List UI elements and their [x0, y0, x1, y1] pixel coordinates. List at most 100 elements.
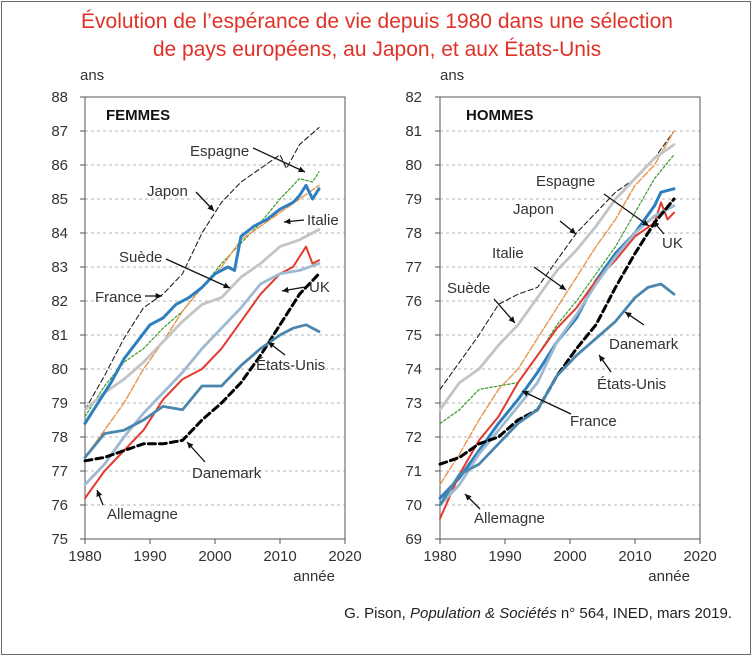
arrow-head [569, 227, 576, 234]
y-tick-label: 79 [51, 395, 68, 412]
annotation-arrow [603, 193, 650, 227]
panel-title: FEMMES [106, 107, 170, 124]
series-line-danemark [83, 272, 321, 463]
annotation-uk: UK [662, 235, 683, 252]
annotation-espagne: Espagne [190, 143, 249, 160]
arrow-head [653, 221, 660, 228]
y-axis-unit: ans [440, 67, 464, 84]
arrow-head [282, 286, 289, 293]
arrow-head [599, 355, 606, 362]
annotation-uk: UK [309, 279, 330, 296]
series-line-su-de [83, 228, 321, 412]
annotation-arrow [252, 147, 306, 173]
x-axis-label: année [293, 568, 335, 585]
y-axis-unit: ans [80, 67, 104, 84]
x-axis-label: année [648, 568, 690, 585]
series-line-uk [84, 245, 320, 500]
y-tick-label: 80 [405, 157, 422, 174]
annotation-japon: Japon [147, 183, 188, 200]
y-tick-label: 72 [405, 429, 422, 446]
annotation-danemark: Danemark [609, 336, 679, 353]
x-tick-label: 2000 [198, 548, 231, 565]
series-line-su-de [438, 143, 676, 412]
series-line-espagne [439, 154, 675, 424]
source-note: G. Pison, Population & Sociétés n° 564, … [344, 605, 732, 622]
arrow-head [522, 390, 529, 397]
annotation-arrow [165, 258, 231, 289]
annotation-su-de: Suède [119, 249, 162, 266]
y-tick-label: 76 [51, 497, 68, 514]
y-tick-label: 69 [405, 531, 422, 548]
arrow-head [559, 283, 566, 290]
arrow-head [96, 490, 103, 497]
annotation-allemagne: Allemagne [474, 510, 545, 527]
y-tick-label: 83 [51, 259, 68, 276]
annotation-arrow [533, 266, 567, 291]
annotation-espagne: Espagne [536, 173, 595, 190]
figure-title: Évolution de l’espérance de vie depuis 1… [0, 8, 754, 64]
annotation-su-de: Suède [447, 280, 490, 297]
y-tick-label: 73 [405, 395, 422, 412]
panel-hommes: 69 70 71 72 73 74 75 76 77 78 79 80 81 82 1980 1990 2000… [405, 67, 716, 585]
y-tick-label: 87 [51, 123, 68, 140]
panel-femmes: 75 76 77 78 79 80 81 82 83 84 85 86 87 88 1980 1990 2000… [51, 67, 361, 585]
y-tick-label: 77 [51, 463, 68, 480]
annotation-italie: Italie [307, 212, 339, 229]
annotation-france: France [570, 413, 617, 430]
y-tick-label: 82 [51, 293, 68, 310]
y-tick-label: 71 [405, 463, 422, 480]
series-line-allemagne [83, 262, 321, 487]
title-line-1: Évolution de l’espérance de vie depuis 1… [81, 10, 673, 33]
arrow-head [155, 292, 162, 300]
arrow-head [207, 204, 214, 211]
annotation-allemagne: Allemagne [107, 506, 178, 523]
series-line-danemark [438, 197, 676, 466]
arrow-head [298, 166, 305, 173]
y-tick-label: 78 [405, 225, 422, 242]
y-tick-label: 81 [405, 123, 422, 140]
series-line-uk [439, 201, 675, 520]
arrow-head [625, 312, 632, 319]
x-tick-label: 2010 [618, 548, 651, 565]
y-tick-label: 75 [405, 327, 422, 344]
annotation-arrow [521, 390, 572, 415]
x-tick-label: 1980 [423, 548, 456, 565]
y-tick-label: 75 [51, 531, 68, 548]
arrow-head [187, 442, 194, 449]
series-line-italie [439, 130, 675, 486]
x-tick-label: 2000 [553, 548, 586, 565]
series-line-japon [84, 127, 320, 411]
arrow-head [465, 494, 472, 501]
series-line-allemagne [438, 204, 676, 507]
x-tick-label: 1990 [133, 548, 166, 565]
y-tick-label: 77 [405, 259, 422, 276]
annotation-danemark: Danemark [192, 465, 262, 482]
series-line--tats-unis [83, 323, 321, 459]
panel-title: HOMMES [466, 107, 534, 124]
arrow-head [284, 218, 291, 225]
x-tick-label: 2020 [328, 548, 361, 565]
arrow-head [268, 342, 275, 349]
y-tick-label: 88 [51, 89, 68, 106]
plot-frame [439, 96, 701, 540]
y-tick-label: 81 [51, 327, 68, 344]
y-tick-label: 84 [51, 225, 68, 242]
x-tick-label: 1980 [68, 548, 101, 565]
y-tick-label: 76 [405, 293, 422, 310]
y-tick-label: 80 [51, 361, 68, 378]
arrow-head [642, 219, 649, 226]
title-line-2: de pays européens, au Japon, et aux État… [152, 38, 602, 61]
annotation-italie: Italie [492, 245, 524, 262]
annotation-japon: Japon [513, 201, 554, 218]
y-tick-label: 74 [405, 361, 422, 378]
annotation--tats-unis: États-Unis [597, 376, 666, 393]
y-tick-label: 79 [405, 191, 422, 208]
annotation--tats-unis: États-Unis [256, 357, 325, 374]
source-rest: n° 564, INED, mars 2019. [556, 605, 732, 622]
x-tick-label: 1990 [488, 548, 521, 565]
y-tick-label: 85 [51, 191, 68, 208]
source-author: G. Pison, [344, 605, 410, 622]
arrow-head [508, 316, 515, 323]
